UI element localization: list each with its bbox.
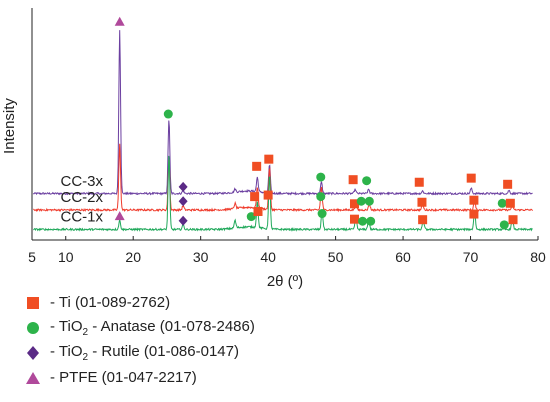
- legend-item: - PTFE (01-047-2217): [22, 365, 422, 390]
- phase-marker: [252, 161, 262, 171]
- phase-marker: [505, 198, 515, 208]
- legend-item: - TiO2 - Rutile (01-086-0147): [22, 340, 422, 365]
- phase-marker: [348, 175, 358, 185]
- phase-marker: [358, 216, 368, 226]
- x-tick-label: 40: [260, 249, 276, 265]
- legend-marker-icon: [22, 295, 44, 311]
- series-label: CC-1x: [60, 209, 103, 226]
- phase-marker: [263, 190, 273, 200]
- phase-marker: [317, 209, 327, 219]
- legend: - Ti (01-089-2762) - TiO2 - Anatase (01-0…: [22, 290, 422, 390]
- phase-marker: [178, 215, 188, 226]
- series-layer: [32, 30, 533, 232]
- x-tick-label: 60: [395, 249, 411, 265]
- x-tick-label: 50: [328, 249, 344, 265]
- phase-marker: [362, 176, 372, 186]
- phase-marker: [469, 195, 479, 205]
- phase-marker: [253, 206, 263, 216]
- series-line: [33, 143, 533, 213]
- x-tick-label: 70: [463, 249, 479, 265]
- legend-marker-icon: [22, 345, 44, 361]
- phase-marker: [417, 197, 427, 207]
- phase-marker: [364, 196, 374, 206]
- legend-label: - TiO2 - Rutile (01-086-0147): [50, 342, 239, 363]
- phase-marker: [508, 215, 518, 225]
- phase-marker: [114, 211, 125, 221]
- x-axis-label: 2θ (º): [267, 273, 303, 290]
- phase-marker: [497, 198, 507, 208]
- legend-label: - TiO2 - Anatase (01-078-2486): [50, 317, 255, 338]
- series-label: CC-3x: [60, 173, 103, 190]
- x-tick-layer: 5 10 20 30 40 50 60 70 80: [28, 236, 546, 265]
- phase-marker: [414, 177, 424, 187]
- x-tick-label: 20: [125, 249, 141, 265]
- series-line: [32, 30, 533, 196]
- phase-marker: [418, 215, 428, 225]
- phase-marker: [178, 181, 188, 192]
- legend-item: - TiO2 - Anatase (01-078-2486): [22, 315, 422, 340]
- legend-label: - PTFE (01-047-2217): [50, 369, 197, 386]
- y-axis-label: Intensity: [1, 98, 18, 154]
- phase-marker: [178, 196, 188, 207]
- legend-marker-icon: [22, 320, 44, 336]
- phase-marker: [316, 192, 326, 202]
- x-tick-label: 10: [58, 249, 74, 265]
- phase-marker: [499, 220, 509, 230]
- series-label: CC-2x: [60, 189, 103, 206]
- phase-marker: [469, 209, 479, 219]
- phase-marker: [366, 216, 376, 226]
- phase-marker: [466, 173, 476, 183]
- phase-marker: [349, 199, 359, 209]
- legend-marker-icon: [22, 370, 44, 386]
- marker-layer: [114, 16, 518, 230]
- phase-marker: [163, 109, 173, 119]
- phase-marker: [250, 192, 260, 202]
- phase-marker: [264, 154, 274, 164]
- x-tick-label: 5: [28, 249, 36, 265]
- x-tick-label: 80: [530, 249, 546, 265]
- phase-marker: [114, 16, 125, 26]
- phase-marker: [349, 214, 359, 224]
- phase-marker: [356, 196, 366, 206]
- phase-marker: [503, 179, 513, 189]
- x-tick-label: 30: [193, 249, 209, 265]
- phase-marker: [316, 172, 326, 182]
- legend-item: - Ti (01-089-2762): [22, 290, 422, 315]
- legend-label: - Ti (01-089-2762): [50, 294, 171, 311]
- series-line: [33, 155, 533, 232]
